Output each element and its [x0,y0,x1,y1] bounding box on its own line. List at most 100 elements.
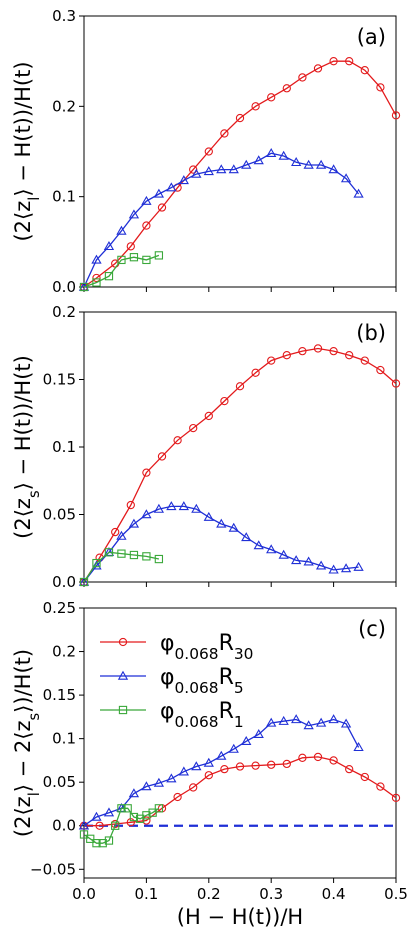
plot-frame [83,15,397,288]
panel-label: (a) [357,25,386,49]
data-point [79,282,89,292]
data-point [303,159,314,169]
data-point [92,839,101,848]
data-point [360,356,369,365]
y-tick-label: 0.2 [52,303,76,321]
legend-entry: φ0.068R5 [160,665,244,697]
data-point [303,556,314,566]
data-point [329,346,338,356]
data-point [104,272,114,281]
data-point [251,368,260,377]
data-point [123,804,132,813]
data-point [86,834,95,843]
series-square [79,804,164,848]
data-point [235,762,245,771]
data-point [340,173,352,183]
data-point [92,558,101,568]
legend-entry: φ0.068R30 [160,631,253,663]
data-point [315,560,327,570]
data-point [166,182,177,192]
data-point [228,164,239,174]
x-tick-label: 0.4 [322,885,346,903]
y-tick-label: 0.2 [52,643,76,661]
legend-marker [118,637,128,647]
y-tick-label: 0.0 [52,573,76,591]
data-point [220,129,229,138]
x-tick-label: 0.1 [134,885,158,903]
legend-entry: φ0.068R1 [160,699,244,731]
data-point [189,783,198,792]
data-point [92,273,101,283]
y-tick-label: 0.1 [52,730,76,748]
data-point [241,532,252,542]
data-point [95,821,104,830]
data-point [267,93,276,102]
data-point [313,752,323,762]
data-point [166,773,177,783]
series-line [83,551,160,583]
data-point [203,757,214,767]
data-point [340,563,352,573]
data-point [116,530,127,540]
data-point [266,717,277,727]
series-line [83,152,360,288]
data-point [91,811,102,821]
plot-frame [83,311,397,583]
data-point [92,278,101,287]
y-tick-label: 0.1 [52,438,76,456]
data-point [126,242,135,251]
data-point [142,468,151,477]
data-point [253,728,264,738]
data-point [153,777,165,787]
data-point [345,57,354,66]
data-point [79,830,89,839]
data-point [178,501,189,511]
data-point [203,166,214,176]
data-point [360,66,369,75]
data-point [253,540,264,550]
data-point [315,159,327,169]
data-point [251,102,260,111]
data-point [328,564,339,574]
data-point [353,561,364,571]
data-point [253,155,264,165]
data-point [376,782,385,791]
data-point [173,792,182,802]
y-tick-label: 0.15 [43,371,76,389]
data-point [328,714,339,724]
series-line [83,254,160,288]
panel-0: 0.0 0.1 0.2 0.3 (2⟨zl⟩ − H(t))/H(t) (a) [11,7,401,296]
data-point [353,742,364,752]
data-point [203,511,214,521]
data-point [153,188,165,198]
data-point [345,351,354,360]
y-tick-label: 0.15 [43,686,76,704]
data-point [98,839,107,848]
panel-2: −0.05 0.0 0.05 0.1 0.15 0.2 0.25 0.0 0.1 0.2 0.3 0.… [11,599,408,929]
data-point [191,168,202,178]
series-square [79,251,164,292]
data-point [148,808,157,817]
data-point [391,379,401,388]
data-point [235,113,245,123]
data-point [103,241,115,251]
data-point [241,159,252,169]
series-square [79,548,164,587]
data-point [376,83,385,92]
data-point [189,165,198,174]
series-line [83,347,397,583]
data-point [282,351,291,360]
data-point [117,255,126,265]
data-point [329,756,338,765]
data-point [216,750,227,760]
data-point [303,720,314,730]
data-point [191,761,202,771]
series-triangle [78,501,364,586]
data-point [128,209,140,219]
data-point [298,753,307,762]
data-point [345,764,354,774]
series-triangle [78,147,364,291]
data-point [241,735,252,745]
